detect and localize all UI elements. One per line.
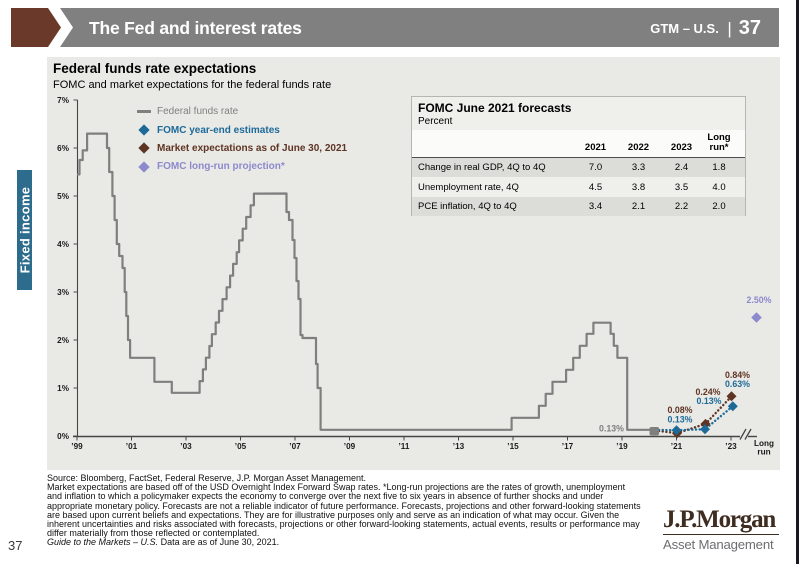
svg-text:5%: 5% <box>57 192 70 201</box>
svg-text:3%: 3% <box>57 288 70 297</box>
svg-text:0.08%: 0.08% <box>668 405 693 415</box>
svg-text:’17: ’17 <box>562 442 574 451</box>
svg-text:0.13%: 0.13% <box>599 424 624 434</box>
svg-text:’09: ’09 <box>344 442 356 451</box>
svg-text:0.84%: 0.84% <box>725 370 750 380</box>
svg-text:’21: ’21 <box>671 442 683 451</box>
svg-text:0%: 0% <box>57 432 70 441</box>
svg-text:’13: ’13 <box>453 442 465 451</box>
svg-text:1%: 1% <box>57 384 70 393</box>
svg-text:’03: ’03 <box>180 442 192 451</box>
svg-text:2.50%: 2.50% <box>747 295 772 305</box>
svg-text:’01: ’01 <box>126 442 138 451</box>
svg-text:’99: ’99 <box>71 442 83 451</box>
svg-text:0.63%: 0.63% <box>725 379 750 389</box>
svg-text:’15: ’15 <box>507 442 519 451</box>
svg-text:’23: ’23 <box>725 442 737 451</box>
svg-text:0.13%: 0.13% <box>668 415 693 425</box>
svg-text:4%: 4% <box>57 240 70 249</box>
svg-text:Long: Long <box>754 439 774 448</box>
svg-text:2%: 2% <box>57 336 70 345</box>
svg-text:6%: 6% <box>57 144 70 153</box>
svg-text:0.24%: 0.24% <box>696 387 721 397</box>
svg-text:’11: ’11 <box>399 442 410 451</box>
svg-text:7%: 7% <box>57 96 70 105</box>
svg-text:0.13%: 0.13% <box>697 396 722 406</box>
svg-text:’05: ’05 <box>235 442 247 451</box>
svg-text:run: run <box>757 448 770 457</box>
svg-text:’07: ’07 <box>289 442 301 451</box>
svg-text:’19: ’19 <box>616 442 628 451</box>
